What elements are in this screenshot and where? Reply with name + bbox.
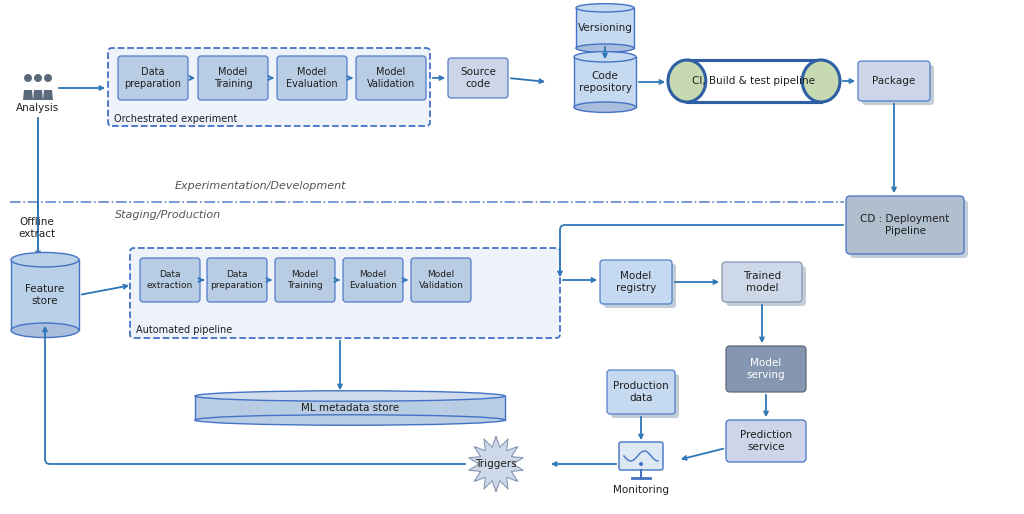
Text: Model
registry: Model registry [615,271,656,293]
Text: Model
serving: Model serving [746,358,785,380]
Text: Model
Training: Model Training [287,270,323,290]
Text: Orchestrated experiment: Orchestrated experiment [114,114,238,124]
Text: Data
extraction: Data extraction [146,270,194,290]
FancyBboxPatch shape [343,258,403,302]
Ellipse shape [668,60,706,102]
Text: Experimentation/Development: Experimentation/Development [175,181,346,191]
FancyBboxPatch shape [207,258,267,302]
Polygon shape [43,90,53,100]
Text: Monitoring: Monitoring [613,485,669,495]
Text: Analysis: Analysis [16,103,59,113]
Text: Model
Validation: Model Validation [367,67,415,89]
Ellipse shape [195,391,505,401]
Ellipse shape [11,323,79,338]
FancyBboxPatch shape [108,48,430,126]
Text: Staging/Production: Staging/Production [115,210,221,220]
Ellipse shape [574,102,636,113]
FancyBboxPatch shape [140,258,200,302]
FancyBboxPatch shape [118,56,188,100]
Text: Trained
model: Trained model [743,271,781,293]
FancyBboxPatch shape [726,346,806,392]
FancyBboxPatch shape [449,58,508,98]
FancyBboxPatch shape [618,442,663,470]
FancyBboxPatch shape [722,262,802,302]
FancyBboxPatch shape [411,258,471,302]
Circle shape [639,462,643,466]
Text: Source
code: Source code [460,67,496,89]
Polygon shape [687,60,821,102]
Polygon shape [33,90,43,100]
FancyBboxPatch shape [611,374,679,418]
Polygon shape [574,57,636,107]
Text: CD : Deployment
Pipeline: CD : Deployment Pipeline [860,214,949,236]
FancyBboxPatch shape [356,56,426,100]
FancyBboxPatch shape [846,196,964,254]
Ellipse shape [802,60,840,102]
Polygon shape [195,396,505,420]
FancyBboxPatch shape [130,248,560,338]
Polygon shape [23,90,33,100]
Text: Offline
extract: Offline extract [18,217,55,239]
Polygon shape [575,8,634,48]
Ellipse shape [575,44,634,52]
FancyBboxPatch shape [275,258,335,302]
Text: Prediction
service: Prediction service [740,430,792,452]
Text: Data
preparation: Data preparation [211,270,263,290]
Text: Model
Validation: Model Validation [419,270,464,290]
FancyBboxPatch shape [198,56,268,100]
Circle shape [24,74,32,82]
Text: Production
data: Production data [613,381,669,403]
Text: Versioning: Versioning [578,23,633,33]
FancyBboxPatch shape [278,56,347,100]
Ellipse shape [11,252,79,267]
FancyBboxPatch shape [604,264,676,308]
Text: Feature
store: Feature store [26,284,65,306]
Text: Model
Evaluation: Model Evaluation [286,67,338,89]
Circle shape [44,74,52,82]
FancyBboxPatch shape [726,420,806,462]
Text: ML metadata store: ML metadata store [301,403,399,413]
Text: Package: Package [872,76,915,86]
FancyBboxPatch shape [850,200,968,258]
Text: Data
preparation: Data preparation [125,67,181,89]
FancyBboxPatch shape [858,61,930,101]
Text: Code
repository: Code repository [579,71,632,93]
FancyBboxPatch shape [862,65,934,105]
FancyBboxPatch shape [607,370,675,414]
Ellipse shape [195,415,505,425]
Text: CI, Build & test pipeline: CI, Build & test pipeline [692,76,815,86]
FancyBboxPatch shape [600,260,672,304]
FancyBboxPatch shape [726,266,806,306]
Text: Model
Training: Model Training [214,67,252,89]
Text: Model
Evaluation: Model Evaluation [349,270,397,290]
Polygon shape [11,260,79,331]
Text: Automated pipeline: Automated pipeline [136,325,232,335]
Polygon shape [469,436,523,492]
Ellipse shape [574,51,636,62]
Text: Triggers: Triggers [475,459,517,469]
Ellipse shape [575,4,634,12]
Circle shape [34,74,42,82]
